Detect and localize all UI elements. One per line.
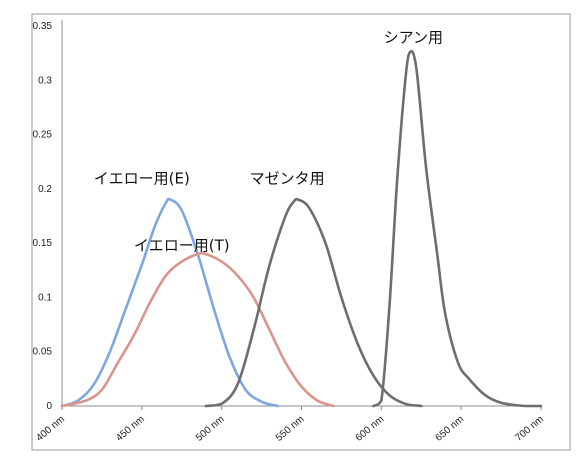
cyan-label: シアン用	[384, 28, 443, 46]
series-labels: イエロー用(E) イエロー用(T) マゼンタ用 シアン用	[94, 28, 443, 254]
x-tick-label: 550 nm	[274, 414, 307, 444]
series-layer	[60, 50, 543, 408]
yellow-e-series-line	[60, 197, 279, 408]
yellow-e-label: イエロー用(E)	[94, 169, 190, 187]
magenta-label: マゼンタ用	[250, 169, 325, 187]
y-tick-label: 0	[46, 401, 52, 412]
chart-frame	[31, 13, 571, 451]
y-tick-label: 0.25	[33, 130, 53, 141]
y-tick-label: 0.15	[33, 238, 53, 249]
x-tick-label: 650 nm	[433, 414, 466, 444]
y-tick-label: 0.1	[38, 292, 52, 303]
y-tick-label: 0.2	[38, 184, 52, 195]
x-tick-label: 700 nm	[513, 414, 546, 444]
x-axis: 400 nm 450 nm 500 nm 550 nm 600 nm 650 nm 700 …	[34, 405, 546, 444]
y-tick-label: 0.05	[33, 347, 53, 358]
x-tick-label: 400 nm	[34, 414, 67, 444]
x-tick-label: 450 nm	[114, 414, 147, 444]
y-axis: 0 0.05 0.1 0.15 0.2 0.25 0.3 0.35	[33, 20, 63, 412]
y-tick-label: 0.3	[38, 75, 52, 86]
y-tick-label: 0.35	[33, 21, 53, 32]
x-tick-label: 600 nm	[354, 414, 387, 444]
cyan-series-line	[372, 50, 543, 408]
yellow-t-label: イエロー用(T)	[134, 237, 230, 255]
magenta-series-line	[204, 197, 423, 408]
x-tick-label: 500 nm	[194, 414, 227, 444]
yellow-t-series-line	[60, 251, 335, 408]
